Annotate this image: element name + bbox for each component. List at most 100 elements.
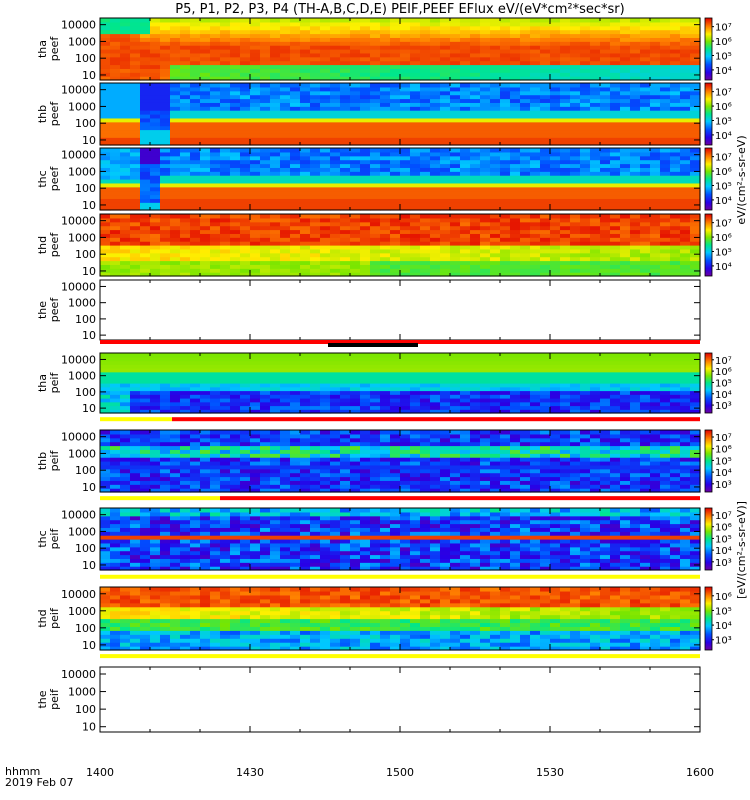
spectrogram-cell [160, 125, 171, 131]
spectrogram-cell [190, 102, 201, 107]
spectrogram-cell [280, 151, 291, 157]
spectrogram-cell [340, 21, 351, 27]
spectrogram-cell [680, 398, 691, 403]
spectrogram-cell [190, 76, 201, 81]
spectrogram-cell [400, 155, 411, 161]
spectrogram-cell [630, 241, 641, 246]
spectrogram-cell [380, 182, 391, 188]
spectrogram-cell [210, 272, 221, 277]
spectrogram-cell [500, 64, 511, 69]
spectrogram-cell [670, 179, 681, 184]
spectrogram-cell [560, 49, 571, 54]
spectrogram-cell [490, 159, 501, 165]
spectrogram-cell [200, 94, 211, 100]
spectrogram-cell [350, 94, 361, 100]
spectrogram-cell [170, 190, 181, 196]
spectrogram-cell [350, 260, 361, 265]
spectrogram-cell [440, 133, 451, 138]
spectrogram-cell [630, 256, 641, 262]
spectrogram-cell [300, 52, 311, 58]
spectrogram-cell [320, 117, 331, 123]
spectrogram-cell [340, 86, 351, 92]
spectrogram-cell [600, 256, 611, 262]
spectrogram-cell [590, 52, 601, 58]
spectrogram-cell [680, 248, 691, 254]
spectrogram-cell [400, 83, 411, 88]
spectrogram-cell [170, 175, 181, 180]
spectrogram-cell [410, 163, 421, 168]
spectrogram-cell [510, 405, 521, 410]
spectrogram-cell [640, 375, 651, 380]
spectrogram-cell [340, 225, 351, 231]
spectrogram-cell [690, 141, 701, 146]
spectrogram-cell [200, 29, 211, 35]
spectrogram-cell [450, 202, 461, 207]
spectrogram-cell [160, 179, 171, 184]
spectrogram-cell [310, 102, 321, 107]
spectrogram-cell [580, 182, 591, 188]
spectrogram-cell [600, 206, 611, 211]
spectrogram-cell [290, 90, 301, 96]
spectrogram-cell [510, 110, 521, 115]
spectrogram-cell [330, 383, 341, 388]
spectrogram-cell [610, 264, 621, 269]
spectrogram-cell [630, 125, 641, 131]
spectrogram-cell [690, 86, 701, 92]
spectrogram-cell [510, 375, 521, 380]
spectrogram-cell [670, 390, 681, 395]
spectrogram-cell [630, 364, 641, 369]
spectrogram-cell [530, 214, 541, 219]
spectrogram-cell [140, 125, 151, 131]
spectrogram-cell [330, 25, 341, 31]
spectrogram-cell [460, 68, 471, 73]
spectrogram-cell [560, 60, 571, 66]
spectrogram-cell [110, 159, 121, 165]
spectrogram-cell [300, 98, 311, 103]
spectrogram-cell [590, 241, 601, 246]
spectrogram-cell [160, 41, 171, 46]
spectrogram-cell [320, 129, 331, 134]
spectrogram-cell [310, 182, 321, 188]
spectrogram-cell [650, 133, 661, 138]
spectrogram-cell [330, 151, 341, 157]
spectrogram-cell [220, 409, 231, 414]
spectrogram-cell [110, 129, 121, 134]
spectrogram-cell [210, 106, 221, 111]
spectrogram-cell [530, 394, 541, 399]
spectrogram-cell [280, 41, 291, 46]
spectrogram-cell [440, 245, 451, 250]
spectrogram-cell [300, 386, 311, 392]
spectrogram-cell [450, 264, 461, 269]
spectrogram-cell [670, 83, 681, 88]
spectrogram-cell [240, 117, 251, 123]
spectrogram-cell [330, 229, 341, 234]
spectrogram-cell [490, 56, 501, 62]
spectrogram-cell [240, 52, 251, 58]
spectrogram-cell [570, 121, 581, 127]
spectrogram-cell [150, 401, 161, 407]
spectrogram-cell [410, 25, 421, 31]
spectrogram-cell [350, 198, 361, 203]
spectrogram-cell [300, 264, 311, 269]
spectrogram-cell [510, 106, 521, 111]
spectrogram-cell [250, 29, 261, 35]
spectrogram-cell [290, 217, 301, 223]
spectrogram-cell [510, 60, 521, 66]
spectrogram-cell [470, 394, 481, 399]
spectrogram-cell [410, 117, 421, 123]
spectrogram-cell [630, 390, 641, 395]
spectrogram-cell [260, 90, 271, 96]
spectrogram-cell [630, 272, 641, 277]
spectrogram-cell [100, 390, 111, 395]
spectrogram-cell [280, 121, 291, 127]
spectrogram-cell [550, 102, 561, 107]
spectrogram-cell [430, 155, 441, 161]
spectrogram-cell [300, 225, 311, 231]
spectrogram-cell [340, 237, 351, 242]
spectrogram-cell [400, 394, 411, 399]
spectrogram-cell [390, 121, 401, 127]
spectrogram-cell [500, 264, 511, 269]
spectrogram-cell [660, 353, 671, 358]
spectrogram-cell [460, 49, 471, 54]
